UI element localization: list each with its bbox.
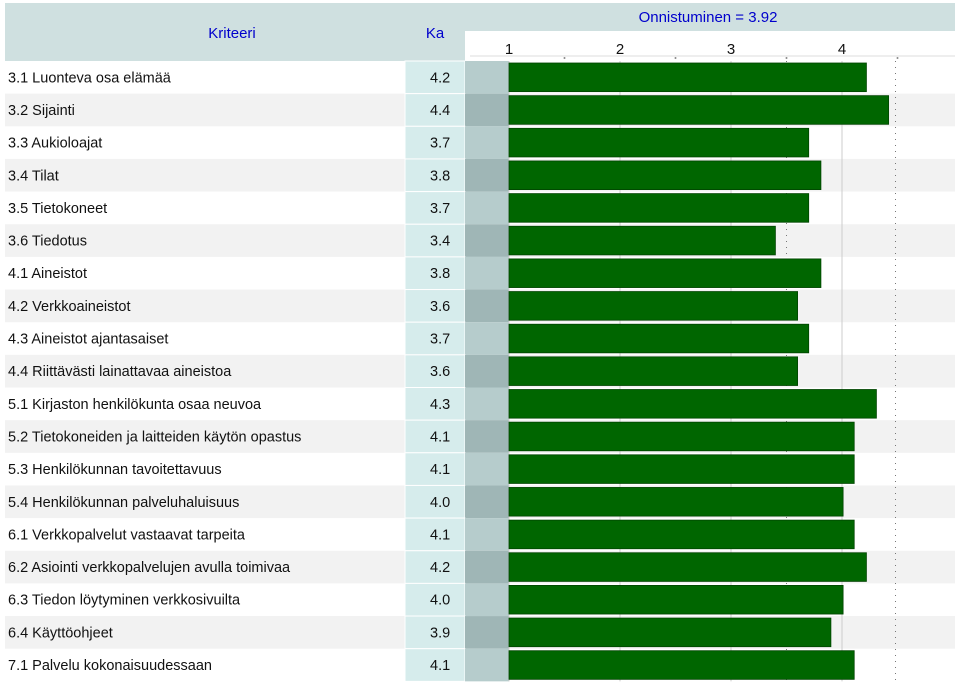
category-label: 4.2 Verkkoaineistot xyxy=(8,299,131,315)
minor-tick xyxy=(786,57,788,59)
bar xyxy=(509,128,809,157)
x-tick-label: 3 xyxy=(727,41,735,58)
bar xyxy=(509,161,821,190)
band-cell xyxy=(465,322,509,355)
mean-header: Ka xyxy=(426,25,445,42)
header: Kriteeri Ka Onnistuminen = 3.92 xyxy=(5,3,955,61)
band-cell xyxy=(465,485,509,518)
mean-value: 3.9 xyxy=(430,625,450,641)
mean-value: 3.8 xyxy=(430,168,450,184)
row-background xyxy=(5,159,405,192)
bar xyxy=(509,292,798,321)
bar xyxy=(509,487,843,516)
mean-value: 4.1 xyxy=(430,658,450,674)
x-tick-label: 2 xyxy=(616,41,624,58)
category-label: 6.4 Käyttöohjeet xyxy=(8,625,113,641)
band-cell xyxy=(465,420,509,453)
bar xyxy=(509,618,831,647)
bar xyxy=(509,553,866,582)
bar xyxy=(509,259,821,288)
band-cell xyxy=(465,583,509,616)
band-cell xyxy=(465,126,509,159)
band-cell xyxy=(465,355,509,388)
band-cell xyxy=(465,159,509,192)
category-label: 4.1 Aineistot xyxy=(8,266,87,282)
mean-value: 3.4 xyxy=(430,234,450,250)
bar xyxy=(509,422,854,451)
minor-tick xyxy=(897,57,899,59)
mean-value: 4.1 xyxy=(430,527,450,543)
category-label: 3.2 Sijainti xyxy=(8,103,75,119)
mean-value: 3.6 xyxy=(430,299,450,315)
category-label: 5.3 Henkilökunnan tavoitettavuus xyxy=(8,462,222,478)
category-label: 4.3 Aineistot ajantasaiset xyxy=(8,332,168,348)
criteria-header: Kriteeri xyxy=(208,25,256,42)
category-label: 3.3 Aukioloajat xyxy=(8,136,102,152)
mean-value: 4.2 xyxy=(430,560,450,576)
mean-value: 4.2 xyxy=(430,70,450,86)
band-cell xyxy=(465,453,509,486)
category-label: 5.4 Henkilökunnan palveluhaluisuus xyxy=(8,495,239,511)
bar xyxy=(509,96,889,125)
category-label: 6.1 Verkkopalvelut vastaavat tarpeita xyxy=(8,527,246,543)
band-cell xyxy=(465,192,509,225)
mean-value: 3.7 xyxy=(430,201,450,217)
category-label: 3.5 Tietokoneet xyxy=(8,201,107,217)
category-label: 3.4 Tilat xyxy=(8,168,59,184)
category-label: 3.6 Tiedotus xyxy=(8,234,87,250)
mean-value: 4.3 xyxy=(430,397,450,413)
mean-value: 3.7 xyxy=(430,332,450,348)
category-label: 4.4 Riittävästi lainattavaa aineistoa xyxy=(8,364,232,380)
band-cell xyxy=(465,616,509,649)
minor-tick xyxy=(564,57,566,59)
bar xyxy=(509,324,809,353)
category-label: 3.1 Luonteva osa elämää xyxy=(8,70,172,86)
mean-value: 4.1 xyxy=(430,429,450,445)
header-criteria-cell xyxy=(5,3,405,61)
mean-value: 4.0 xyxy=(430,495,450,511)
mean-value: 4.4 xyxy=(430,103,450,119)
band-cell xyxy=(465,61,509,94)
band-cell xyxy=(465,94,509,127)
band-cell xyxy=(465,649,509,682)
bar xyxy=(509,585,843,614)
mean-value: 3.7 xyxy=(430,136,450,152)
bar xyxy=(509,390,876,419)
category-label: 6.2 Asiointi verkkopalvelujen avulla toi… xyxy=(8,560,291,576)
bar xyxy=(509,455,854,484)
x-tick-label: 4 xyxy=(838,41,846,58)
band-cell xyxy=(465,388,509,421)
bar xyxy=(509,357,798,386)
bar xyxy=(509,520,854,549)
category-label: 5.2 Tietokoneiden ja laitteiden käytön o… xyxy=(8,429,301,445)
band-cell xyxy=(465,551,509,584)
category-label: 6.3 Tiedon löytyminen verkkosivuilta xyxy=(8,593,241,609)
band-cell xyxy=(465,290,509,323)
bar xyxy=(509,194,809,223)
minor-tick xyxy=(675,57,677,59)
mean-value: 4.0 xyxy=(430,593,450,609)
band-cell xyxy=(465,257,509,290)
band-cell xyxy=(465,518,509,551)
bar xyxy=(509,63,866,92)
bar xyxy=(509,651,854,680)
mean-value: 3.8 xyxy=(430,266,450,282)
mean-value: 4.1 xyxy=(430,462,450,478)
category-label: 5.1 Kirjaston henkilökunta osaa neuvoa xyxy=(8,397,262,413)
band-cell xyxy=(465,224,509,257)
mean-value: 3.6 xyxy=(430,364,450,380)
x-tick-label: 1 xyxy=(505,41,513,58)
success-header: Onnistuminen = 3.92 xyxy=(639,9,778,26)
bar xyxy=(509,226,775,255)
category-label: 7.1 Palvelu kokonaisuudessaan xyxy=(8,658,212,674)
